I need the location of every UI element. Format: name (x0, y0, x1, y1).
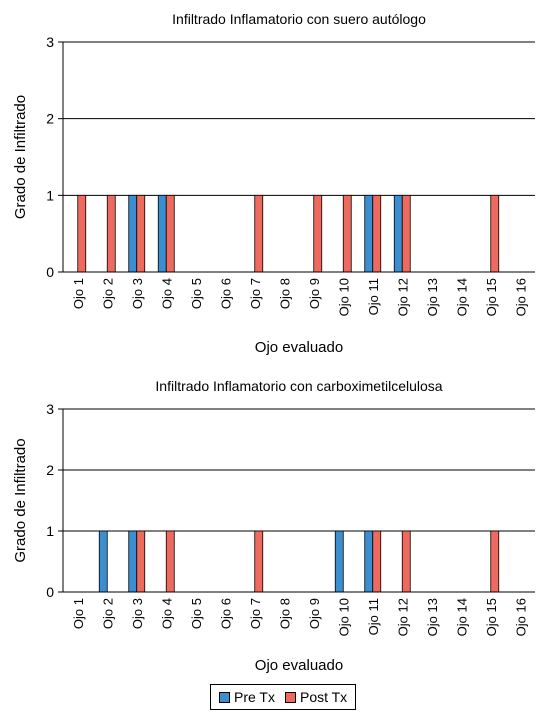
x-tick-label: Ojo 2 (100, 278, 115, 309)
bar-post-tx-ojo-11 (372, 530, 382, 593)
bar-pre-tx-ojo-11 (364, 194, 374, 273)
x-tick-label: Ojo 6 (218, 278, 233, 309)
y-tick-label: 3 (46, 34, 54, 50)
x-tick-label: Ojo 11 (366, 278, 381, 315)
y-tick-label: 1 (46, 187, 54, 203)
x-tick-label: Ojo 13 (425, 598, 440, 636)
x-tick-label: Ojo 13 (425, 278, 440, 316)
x-tick-label: Ojo 6 (218, 598, 233, 629)
x-tick-label: Ojo 14 (454, 598, 469, 636)
y-tick-label: 1 (46, 523, 54, 539)
x-tick-label: Ojo 3 (130, 278, 145, 309)
x-tick-label: Ojo 4 (159, 598, 174, 629)
x-tick-label: Ojo 15 (484, 598, 499, 636)
bar-pre-tx-ojo-11 (364, 530, 374, 593)
x-tick-label: Ojo 12 (395, 598, 410, 636)
bar-pre-tx-ojo-10 (334, 530, 344, 593)
bar-post-tx-ojo-2 (106, 194, 116, 273)
bar-pre-tx-ojo-3 (128, 194, 138, 273)
bar-pre-tx-ojo-3 (128, 530, 138, 593)
x-tick-label: Ojo 5 (189, 598, 204, 629)
x-tick-label: Ojo 11 (366, 598, 381, 635)
x-tick-label: Ojo 7 (248, 278, 263, 309)
bar-post-tx-ojo-12 (401, 194, 411, 273)
bar-post-tx-ojo-3 (136, 530, 146, 593)
bar-pre-tx-ojo-12 (393, 194, 403, 273)
bar-post-tx-ojo-9 (313, 194, 323, 273)
x-tick-label: Ojo 8 (277, 278, 292, 309)
bar-post-tx-ojo-7 (254, 530, 264, 593)
legend-swatch-pre-tx (219, 691, 230, 703)
bar-post-tx-ojo-3 (136, 194, 146, 273)
legend-item-pre-tx: Pre Tx (219, 689, 275, 705)
x-tick-label: Ojo 2 (100, 598, 115, 629)
bar-pre-tx-ojo-2 (98, 530, 108, 593)
x-tick-label: Ojo 9 (307, 598, 322, 629)
bar-post-tx-ojo-11 (372, 194, 382, 273)
bar-post-tx-ojo-1 (77, 194, 87, 273)
x-tick-label: Ojo 7 (248, 598, 263, 629)
x-tick-label: Ojo 14 (454, 278, 469, 316)
y-axis-title: Grado de Infiltrado (12, 438, 29, 562)
x-tick-label: Ojo 4 (159, 278, 174, 309)
legend-label-post-tx: Post Tx (299, 689, 348, 705)
legend-item-post-tx: Post Tx (284, 689, 348, 705)
bar-pre-tx-ojo-4 (157, 194, 167, 273)
x-tick-label: Ojo 1 (71, 278, 86, 309)
x-tick-label: Ojo 10 (336, 278, 351, 316)
chart-title: Infiltrado Inflamatorio con suero autólo… (172, 11, 426, 27)
bar-post-tx-ojo-10 (342, 194, 352, 273)
x-tick-label: Ojo 5 (189, 278, 204, 309)
bar-post-tx-ojo-7 (254, 194, 264, 273)
bar-post-tx-ojo-4 (165, 194, 175, 273)
x-tick-label: Ojo 16 (513, 598, 528, 636)
x-tick-label: Ojo 10 (336, 598, 351, 636)
y-tick-label: 0 (46, 264, 54, 280)
chart-carboximetilcelulosa: Infiltrado Inflamatorio con carboximetil… (12, 378, 535, 674)
x-tick-label: Ojo 15 (484, 278, 499, 316)
bar-post-tx-ojo-12 (401, 530, 411, 593)
bar-post-tx-ojo-15 (490, 194, 500, 273)
y-tick-label: 2 (46, 111, 54, 127)
x-axis-title: Ojo evaluado (255, 657, 343, 674)
x-axis-title: Ojo evaluado (255, 339, 343, 356)
legend-swatch-post-tx (284, 691, 296, 703)
x-tick-label: Ojo 12 (395, 278, 410, 316)
x-tick-label: Ojo 9 (307, 278, 322, 309)
y-tick-label: 3 (46, 401, 54, 417)
bar-post-tx-ojo-4 (165, 530, 175, 593)
x-tick-label: Ojo 1 (71, 598, 86, 629)
y-tick-label: 0 (46, 584, 54, 600)
bar-post-tx-ojo-15 (490, 530, 500, 593)
chart-title: Infiltrado Inflamatorio con carboximetil… (155, 378, 442, 394)
legend-label-pre-tx: Pre Tx (234, 689, 275, 705)
x-tick-label: Ojo 8 (277, 598, 292, 629)
y-tick-label: 2 (46, 462, 54, 478)
legend: Pre Tx Post Tx (210, 684, 357, 710)
y-axis-title: Grado de Infiltrado (12, 95, 29, 219)
x-tick-label: Ojo 3 (130, 598, 145, 629)
x-tick-label: Ojo 16 (513, 278, 528, 316)
chart-suero-autologo: Infiltrado Inflamatorio con suero autólo… (12, 11, 535, 356)
